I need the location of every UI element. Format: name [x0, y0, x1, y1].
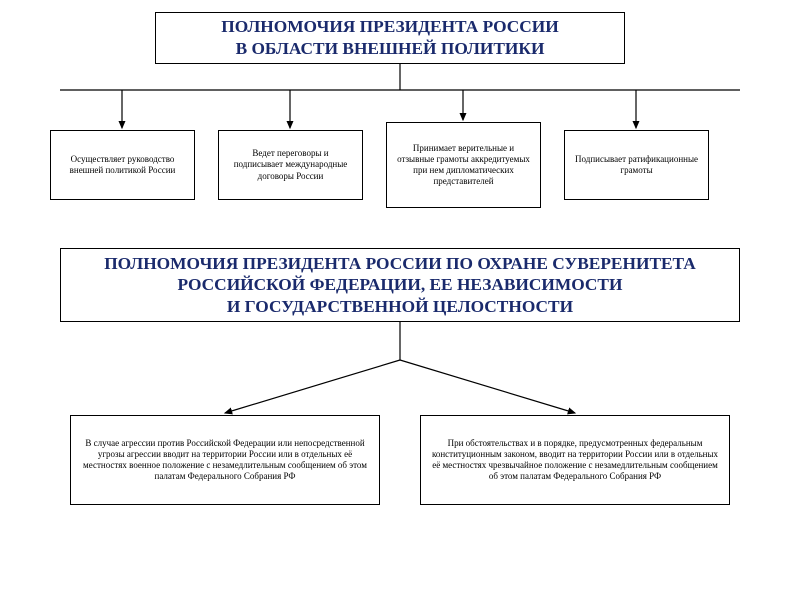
d1-leaf-1: Ведет переговоры и подписывает междунаро… [218, 130, 363, 200]
d1-root-line1: ПОЛНОМОЧИЯ ПРЕЗИДЕНТА РОССИИ [221, 17, 559, 36]
d1-leaf-0-text: Осуществляет руководство внешней политик… [59, 154, 186, 177]
d2-leaf-0: В случае агрессии против Российской Феде… [70, 415, 380, 505]
d2-root-line3: И ГОСУДАРСТВЕННОЙ ЦЕЛОСТНОСТИ [227, 297, 573, 316]
d1-leaf-0: Осуществляет руководство внешней политик… [50, 130, 195, 200]
d2-leaf-0-text: В случае агрессии против Российской Феде… [79, 438, 371, 483]
d1-root-line2: В ОБЛАСТИ ВНЕШНЕЙ ПОЛИТИКИ [236, 39, 545, 58]
d2-root-line2: РОССИЙСКОЙ ФЕДЕРАЦИИ, ЕЕ НЕЗАВИСИМОСТИ [178, 275, 623, 294]
d1-leaf-1-text: Ведет переговоры и подписывает междунаро… [227, 148, 354, 182]
d2-root: ПОЛНОМОЧИЯ ПРЕЗИДЕНТА РОССИИ ПО ОХРАНЕ С… [60, 248, 740, 322]
d1-root: ПОЛНОМОЧИЯ ПРЕЗИДЕНТА РОССИИ В ОБЛАСТИ В… [155, 12, 625, 64]
d2-root-line1: ПОЛНОМОЧИЯ ПРЕЗИДЕНТА РОССИИ ПО ОХРАНЕ С… [104, 254, 696, 273]
d1-leaf-3-text: Подписывает ратификационные грамоты [573, 154, 700, 177]
d1-leaf-3: Подписывает ратификационные грамоты [564, 130, 709, 200]
d2-leaf-1-text: При обстоятельствах и в порядке, предусм… [429, 438, 721, 483]
d1-leaf-2: Принимает верительные и отзывные грамоты… [386, 122, 541, 208]
d1-leaf-2-text: Принимает верительные и отзывные грамоты… [395, 143, 532, 188]
d2-leaf-1: При обстоятельствах и в порядке, предусм… [420, 415, 730, 505]
